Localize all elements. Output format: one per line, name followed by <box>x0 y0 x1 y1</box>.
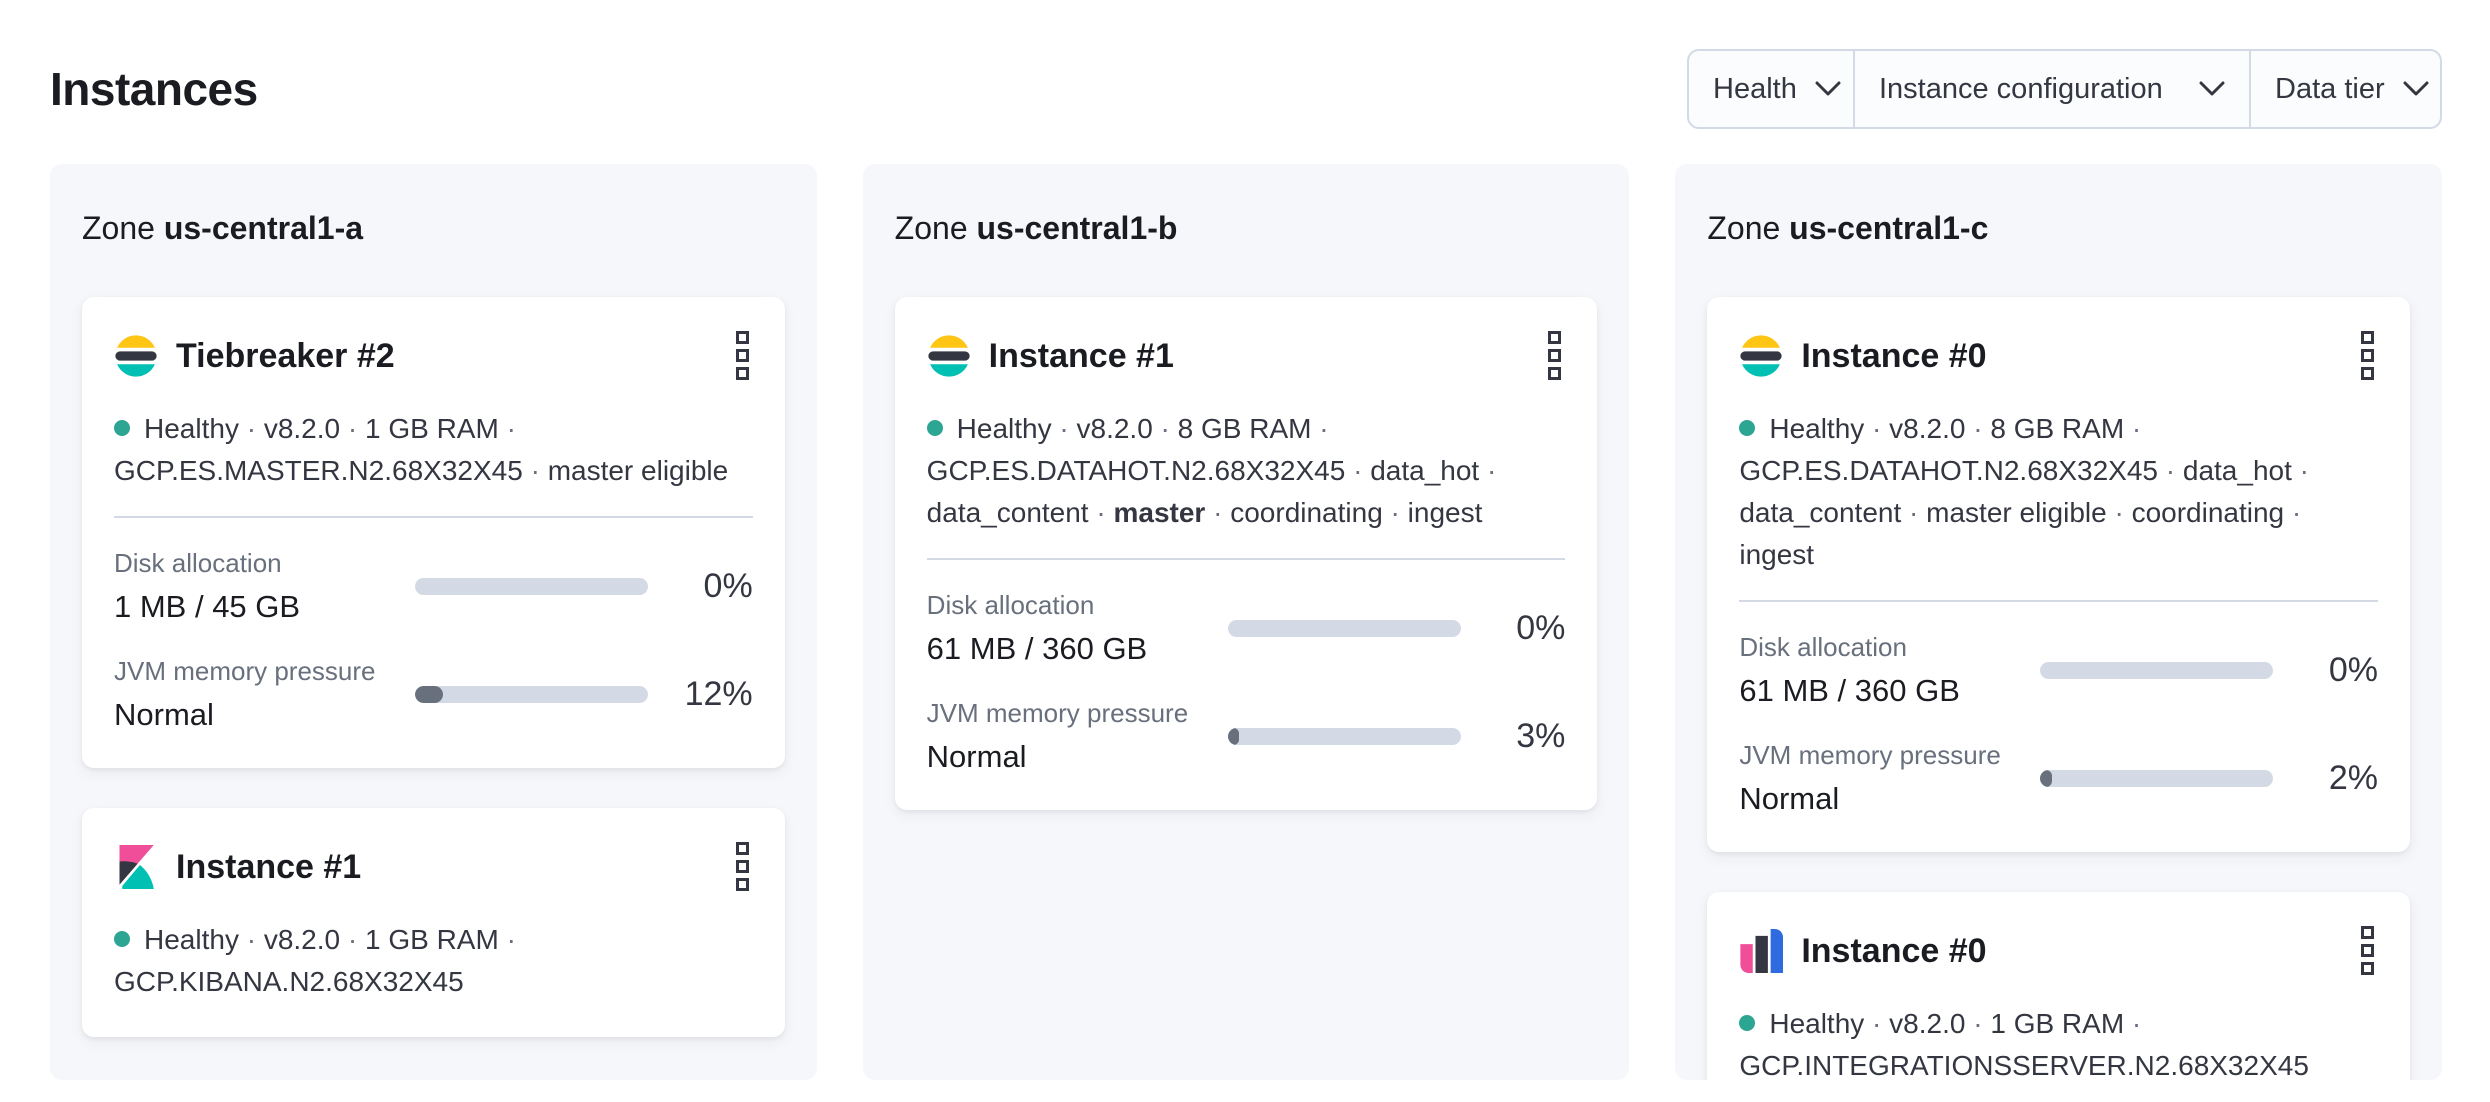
instance-status-line: Healthy · v8.2.0 · 8 GB RAM · GCP.ES.DAT… <box>1739 413 2309 570</box>
card-divider <box>926 558 1566 560</box>
zone-name: us-central1-a <box>163 210 364 246</box>
disk-allocation-percent: 0% <box>2328 650 2379 689</box>
disk-allocation-progress-bar <box>415 577 648 595</box>
card-header: Tiebreaker #2 <box>114 327 753 384</box>
card-divider <box>114 516 753 518</box>
kibana-icon <box>119 844 154 889</box>
health-status-dot <box>1739 1015 1756 1031</box>
jvm-memory-pressure-label: JVM memory pressure <box>926 698 1189 728</box>
disk-allocation-percent: 0% <box>1516 608 1566 647</box>
disk-allocation-value: 1 MB / 45 GB <box>114 589 301 624</box>
instance-card-kibana-1[interactable]: Instance #1 Healthy · v8.2.0 · 1 GB RAM … <box>82 808 785 1037</box>
health-status-dot <box>1739 420 1756 436</box>
disk-allocation-value: 61 MB / 360 GB <box>1739 673 1960 708</box>
zone-prefix: Zone <box>894 210 977 246</box>
instance-status-line: Healthy · v8.2.0 · 1 GB RAM · GCP.KIBANA… <box>114 924 516 997</box>
disk-allocation-progress-bar <box>2040 661 2274 679</box>
card-header: Instance #1 <box>114 838 753 895</box>
disk-allocation-label: Disk allocation <box>114 548 282 578</box>
jvm-memory-pressure-progress-bar <box>1227 727 1461 745</box>
jvm-memory-pressure-value: Normal <box>926 739 1027 774</box>
zone-header: Zone us-central1-b <box>895 210 1598 247</box>
instance-actions-kebab-button[interactable] <box>2357 327 2378 384</box>
zone-panel-us-central1-c: Zone us-central1-c Instance #0 Healthy ·… <box>1675 164 2443 1080</box>
card-header: Instance #0 <box>1739 327 2378 384</box>
jvm-memory-pressure-percent: 2% <box>2328 758 2379 797</box>
zone-prefix: Zone <box>1707 210 1790 246</box>
jvm-memory-pressure-progress-bar <box>415 685 648 703</box>
filter-data-tier-label: Data tier <box>2275 72 2385 105</box>
filter-health-label: Health <box>1713 72 1797 105</box>
zone-header: Zone us-central1-a <box>82 210 785 247</box>
disk-allocation-metric: Disk allocation 61 MB / 360 GB 0% <box>1739 630 2378 710</box>
filter-instance-configuration-label: Instance configuration <box>1879 72 2163 105</box>
integrations-server-icon <box>1740 928 1784 973</box>
instance-status-line: Healthy · v8.2.0 · 1 GB RAM · GCP.INTEGR… <box>1739 1008 2309 1080</box>
jvm-memory-pressure-value: Normal <box>1739 781 1840 816</box>
jvm-memory-pressure-label: JVM memory pressure <box>114 656 376 686</box>
jvm-memory-pressure-value: Normal <box>114 697 214 732</box>
zone-panel-us-central1-b: Zone us-central1-b Instance #1 Healthy ·… <box>862 164 1630 1080</box>
jvm-memory-pressure-metric: JVM memory pressure Normal 12% <box>114 654 753 734</box>
health-status-dot <box>114 931 130 947</box>
disk-allocation-metric: Disk allocation 1 MB / 45 GB 0% <box>114 546 753 626</box>
disk-allocation-label: Disk allocation <box>1739 632 1907 662</box>
instance-title: Tiebreaker #2 <box>176 336 395 375</box>
instance-title: Instance #0 <box>1801 336 1987 375</box>
instance-actions-kebab-button[interactable] <box>1544 327 1565 384</box>
jvm-memory-pressure-percent: 12% <box>684 674 753 713</box>
disk-allocation-progress-bar <box>1227 619 1461 637</box>
jvm-memory-pressure-percent: 3% <box>1516 716 1566 755</box>
instance-title: Instance #1 <box>988 336 1174 375</box>
chevron-down-icon <box>2403 81 2429 96</box>
health-status-dot <box>926 420 943 436</box>
disk-allocation-value: 61 MB / 360 GB <box>926 631 1148 666</box>
filter-data-tier-button[interactable]: Data tier <box>2249 51 2440 127</box>
instance-card-integrations-server-0[interactable]: Instance #0 Healthy · v8.2.0 · 1 GB RAM … <box>1707 892 2411 1080</box>
zone-name: us-central1-c <box>1789 210 1989 246</box>
card-divider <box>1739 600 2379 602</box>
instance-actions-kebab-button[interactable] <box>732 327 753 384</box>
card-header: Instance #0 <box>1739 922 2378 979</box>
elasticsearch-icon <box>1740 334 1782 377</box>
page-title: Instances <box>50 63 258 115</box>
disk-allocation-label: Disk allocation <box>926 590 1095 620</box>
jvm-memory-pressure-label: JVM memory pressure <box>1739 740 2001 770</box>
instance-status-line: Healthy · v8.2.0 · 8 GB RAM · GCP.ES.DAT… <box>926 413 1497 528</box>
chevron-down-icon <box>2199 81 2225 96</box>
zone-panel-us-central1-a: Zone us-central1-a Tiebreaker #2 Healthy… <box>50 164 817 1080</box>
page-header: Instances Health Instance configuration … <box>0 0 2490 134</box>
jvm-memory-pressure-metric: JVM memory pressure Normal 3% <box>927 696 1566 776</box>
zones-container: Zone us-central1-a Tiebreaker #2 Healthy… <box>0 164 2490 1080</box>
instance-card-es-1[interactable]: Instance #1 Healthy · v8.2.0 · 8 GB RAM … <box>894 297 1598 810</box>
instance-actions-kebab-button[interactable] <box>732 838 753 895</box>
filter-group: Health Instance configuration Data tier <box>1687 49 2442 129</box>
zone-name: us-central1-b <box>976 210 1178 246</box>
instance-title: Instance #1 <box>176 847 362 886</box>
jvm-memory-pressure-progress-bar <box>2040 769 2274 787</box>
instance-status-line: Healthy · v8.2.0 · 1 GB RAM · GCP.ES.MAS… <box>114 413 729 486</box>
instance-card-es-0[interactable]: Instance #0 Healthy · v8.2.0 · 8 GB RAM … <box>1707 297 2411 852</box>
zone-prefix: Zone <box>82 210 164 246</box>
instance-card-tiebreaker-2[interactable]: Tiebreaker #2 Healthy · v8.2.0 · 1 GB RA… <box>82 297 785 768</box>
card-header: Instance #1 <box>927 327 1566 384</box>
disk-allocation-metric: Disk allocation 61 MB / 360 GB 0% <box>927 588 1566 668</box>
chevron-down-icon <box>1815 81 1841 96</box>
instance-actions-kebab-button[interactable] <box>2357 922 2378 979</box>
zone-header: Zone us-central1-c <box>1707 210 2410 247</box>
filter-health-button[interactable]: Health <box>1689 51 1853 127</box>
disk-allocation-percent: 0% <box>703 566 753 605</box>
instance-title: Instance #0 <box>1801 931 1987 970</box>
elasticsearch-icon <box>928 334 970 377</box>
elasticsearch-icon <box>115 334 157 377</box>
filter-instance-configuration-button[interactable]: Instance configuration <box>1853 51 2249 127</box>
health-status-dot <box>114 420 130 436</box>
jvm-memory-pressure-metric: JVM memory pressure Normal 2% <box>1739 738 2378 818</box>
